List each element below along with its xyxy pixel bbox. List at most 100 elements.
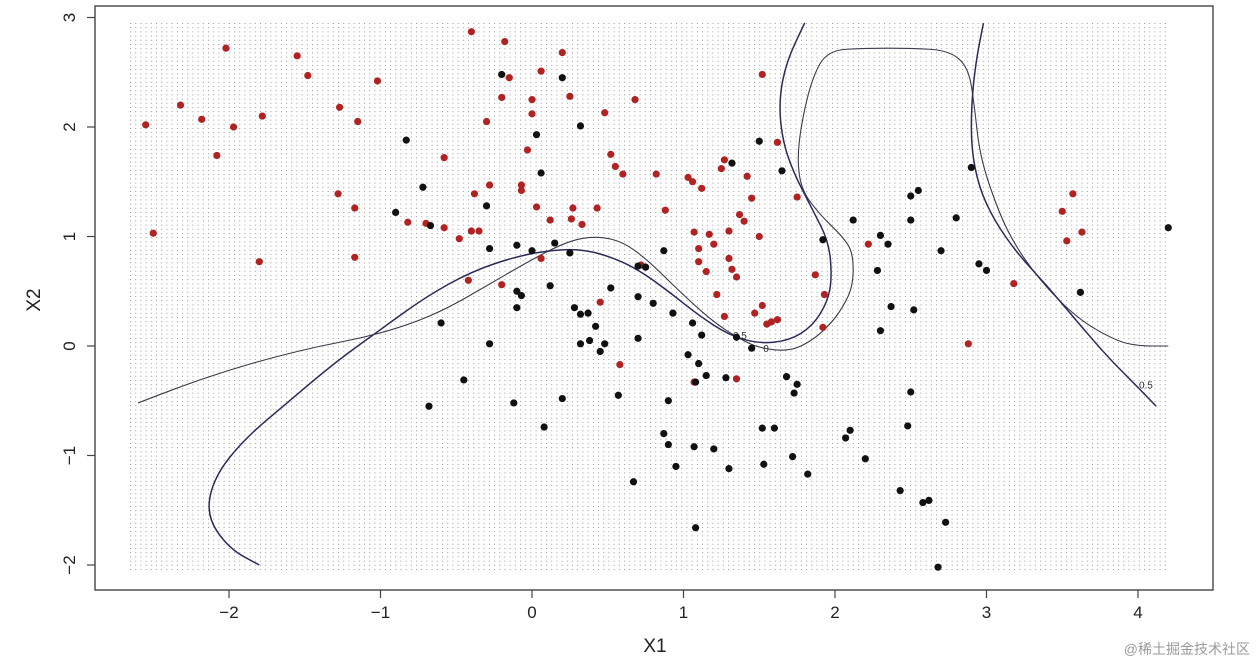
data-point xyxy=(702,371,710,380)
data-point xyxy=(782,373,791,381)
y-tick-label: −2 xyxy=(60,555,79,574)
data-point xyxy=(607,150,615,158)
data-point xyxy=(758,424,766,432)
data-point xyxy=(690,443,698,451)
data-point xyxy=(392,208,400,217)
data-point xyxy=(528,247,536,255)
data-point xyxy=(485,340,494,348)
data-point xyxy=(440,154,448,162)
data-point xyxy=(537,67,545,75)
data-point xyxy=(811,271,819,279)
data-point xyxy=(725,465,733,473)
data-point xyxy=(755,232,763,241)
data-point xyxy=(910,306,918,314)
data-point xyxy=(1063,237,1071,245)
x-axis-title: X1 xyxy=(643,636,666,657)
data-point xyxy=(304,71,312,80)
data-point xyxy=(684,173,692,181)
data-point xyxy=(570,304,579,312)
data-point xyxy=(634,293,642,301)
data-point xyxy=(354,117,362,126)
data-point xyxy=(631,96,639,104)
data-point xyxy=(222,44,230,52)
data-point xyxy=(660,430,668,438)
data-point xyxy=(861,455,869,463)
data-point xyxy=(793,193,801,201)
data-point xyxy=(842,434,850,442)
data-point xyxy=(510,399,518,407)
data-point xyxy=(528,110,536,118)
data-point xyxy=(964,340,972,348)
data-point xyxy=(907,216,915,224)
data-point xyxy=(748,344,756,352)
data-point xyxy=(569,204,577,212)
data-point xyxy=(567,215,575,223)
data-point xyxy=(404,218,412,226)
data-point xyxy=(904,422,912,430)
data-point xyxy=(517,186,525,195)
data-point xyxy=(551,239,559,247)
x-tick-label: 4 xyxy=(1133,603,1142,622)
data-point xyxy=(532,203,541,211)
data-point xyxy=(513,304,521,312)
data-point xyxy=(934,563,942,571)
data-point xyxy=(941,518,950,526)
data-point xyxy=(876,327,885,335)
data-point xyxy=(732,333,741,341)
data-point xyxy=(537,169,545,177)
y-tick-label: 2 xyxy=(60,122,79,131)
data-point xyxy=(884,240,892,248)
data-point xyxy=(672,462,680,471)
data-point xyxy=(482,117,491,126)
data-point xyxy=(634,262,642,270)
data-point xyxy=(455,235,463,243)
data-point xyxy=(684,351,692,359)
data-point xyxy=(149,229,157,237)
data-point xyxy=(475,227,483,235)
data-point xyxy=(402,136,410,144)
data-point xyxy=(914,186,922,195)
data-point xyxy=(498,70,506,79)
data-point xyxy=(695,244,703,253)
data-point xyxy=(748,194,756,202)
contour-line xyxy=(970,22,1157,407)
data-point xyxy=(710,240,718,248)
data-point xyxy=(661,206,669,214)
data-point xyxy=(732,273,741,281)
data-point xyxy=(758,301,766,310)
data-point xyxy=(576,340,585,348)
data-point xyxy=(467,28,475,36)
data-point xyxy=(537,254,545,262)
data-point xyxy=(743,172,751,180)
data-point xyxy=(611,162,619,171)
data-point xyxy=(558,394,566,403)
data-point xyxy=(652,170,660,178)
data-point xyxy=(982,266,991,275)
data-point xyxy=(664,440,672,449)
axes: −2 −1 0 1 2 3 4 −2 −1 0 1 2 3 xyxy=(60,13,1143,622)
data-point xyxy=(601,340,609,348)
contour-label: 0 xyxy=(763,344,769,355)
data-point xyxy=(790,389,798,397)
x-tick-label: 3 xyxy=(982,603,991,622)
data-point xyxy=(925,496,933,504)
data-point xyxy=(975,260,983,268)
data-point xyxy=(690,228,698,236)
data-point xyxy=(660,247,668,255)
data-point xyxy=(419,183,427,191)
data-point xyxy=(576,310,585,318)
data-point xyxy=(558,74,566,82)
data-point xyxy=(907,388,915,396)
data-point xyxy=(907,192,915,200)
data-point xyxy=(849,216,857,224)
data-point xyxy=(728,159,736,167)
data-point xyxy=(198,115,206,123)
data-point xyxy=(725,254,733,262)
dotted-grid-background xyxy=(130,22,1166,571)
data-point xyxy=(596,298,604,306)
data-point xyxy=(740,217,748,225)
data-point xyxy=(601,109,609,117)
y-tick-label: 0 xyxy=(60,341,79,350)
data-point xyxy=(720,312,729,321)
